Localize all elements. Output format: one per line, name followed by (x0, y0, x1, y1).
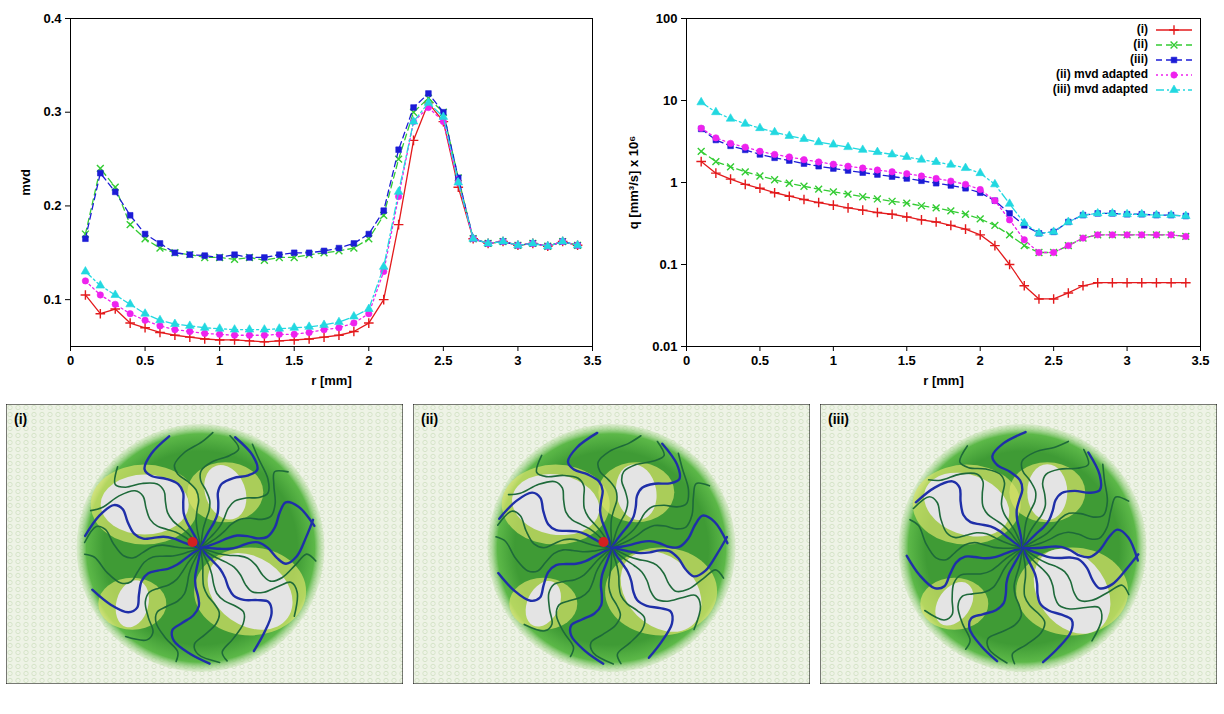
svg-text:1.5: 1.5 (285, 353, 303, 368)
svg-text:0.2: 0.2 (43, 198, 61, 213)
svg-text:3.5: 3.5 (1191, 353, 1209, 368)
svg-text:0.1: 0.1 (43, 292, 61, 307)
svg-text:r [mm]: r [mm] (311, 373, 351, 388)
svg-text:0.5: 0.5 (751, 353, 769, 368)
html-text:(ii) mvd adapted: (ii) mvd adapted (1056, 67, 1148, 81)
html-text:(i): (i) (1136, 22, 1148, 36)
html-text:(iii) mvd adapted: (iii) mvd adapted (1052, 82, 1148, 96)
svg-text:100: 100 (656, 11, 678, 26)
svg-text:0.1: 0.1 (659, 257, 677, 272)
svg-text:2: 2 (365, 353, 372, 368)
svg-text:r [mm]: r [mm] (923, 373, 963, 388)
svg-text:(i): (i) (14, 411, 27, 427)
svg-text:0: 0 (683, 353, 690, 368)
svg-text:1: 1 (670, 175, 677, 190)
html-text:(ii): (ii) (1133, 37, 1148, 51)
svg-text:(iii): (iii) (828, 411, 849, 427)
html-text:(iii): (iii) (1130, 52, 1148, 66)
svg-text:q [mm³/s] x 10⁶: q [mm³/s] x 10⁶ (626, 136, 641, 229)
svg-text:10: 10 (663, 93, 677, 108)
svg-text:(ii): (ii) (421, 411, 438, 427)
svg-text:0.5: 0.5 (136, 353, 154, 368)
svg-text:1: 1 (830, 353, 837, 368)
svg-text:2.5: 2.5 (1045, 353, 1063, 368)
svg-text:3.5: 3.5 (583, 353, 601, 368)
svg-text:0.4: 0.4 (43, 11, 62, 26)
svg-text:1: 1 (216, 353, 223, 368)
svg-text:0: 0 (67, 353, 74, 368)
svg-text:mvd: mvd (18, 169, 33, 196)
svg-text:3: 3 (514, 353, 521, 368)
svg-text:0.3: 0.3 (43, 104, 61, 119)
svg-text:3: 3 (1123, 353, 1130, 368)
svg-text:1.5: 1.5 (898, 353, 916, 368)
svg-text:2: 2 (977, 353, 984, 368)
svg-text:2.5: 2.5 (434, 353, 452, 368)
svg-text:0.01: 0.01 (652, 339, 677, 354)
